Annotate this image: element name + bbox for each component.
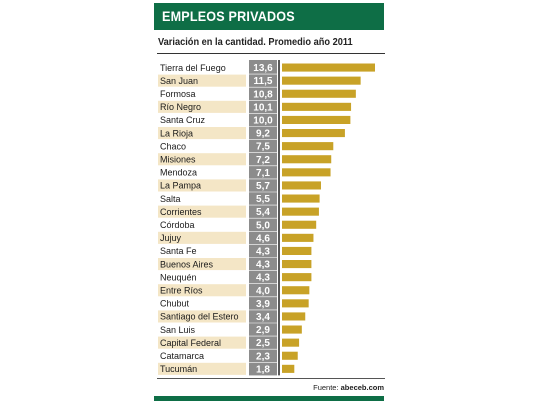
bar — [282, 168, 331, 177]
row-stripe — [158, 336, 246, 349]
value-label: 2,3 — [256, 351, 270, 362]
value-label: 7,2 — [256, 155, 270, 166]
category-label: Tierra del Fuego — [160, 63, 226, 73]
value-label: 5,7 — [256, 181, 270, 192]
bar — [282, 155, 332, 164]
value-label: 4,3 — [256, 260, 270, 271]
category-label: La Pampa — [160, 181, 201, 191]
row-stripe — [158, 310, 246, 323]
category-label: Formosa — [160, 89, 196, 99]
row-stripe — [158, 362, 246, 375]
category-label: Neuquén — [160, 272, 197, 282]
category-label: Catamarca — [160, 351, 204, 361]
bar — [282, 142, 334, 151]
row-stripe — [158, 179, 246, 192]
bar — [282, 194, 320, 203]
category-label: Entre Ríos — [160, 285, 203, 295]
value-label: 11,5 — [254, 76, 273, 87]
category-label: Santiago del Estero — [160, 312, 239, 322]
value-label: 3,9 — [256, 299, 270, 310]
value-label: 10,1 — [253, 102, 273, 113]
category-label: Capital Federal — [160, 338, 221, 348]
category-label: Río Negro — [160, 102, 201, 112]
category-label: Córdoba — [160, 220, 195, 230]
value-label: 4,0 — [256, 286, 270, 297]
header-bar: EMPLEOS PRIVADOS — [154, 3, 384, 30]
category-label: Corrientes — [160, 207, 202, 217]
bar — [282, 299, 309, 308]
bar — [282, 246, 312, 255]
value-label: 2,5 — [256, 338, 270, 349]
source-label: Fuente: — [313, 383, 339, 392]
bar — [282, 260, 312, 269]
value-label: 13,6 — [253, 63, 273, 74]
value-label: 3,4 — [256, 312, 270, 323]
bar — [282, 286, 310, 295]
bar — [282, 351, 298, 360]
bar — [282, 115, 351, 124]
value-label: 4,3 — [256, 273, 270, 284]
top-divider — [157, 53, 385, 54]
category-label: Santa Cruz — [160, 115, 206, 125]
value-label: 7,1 — [256, 168, 270, 179]
row-stripe — [158, 100, 246, 113]
category-label: Salta — [160, 194, 181, 204]
value-label: 4,6 — [256, 233, 270, 244]
row-stripe — [158, 231, 246, 244]
category-label: San Luis — [160, 325, 196, 335]
value-label: 7,5 — [256, 142, 270, 153]
value-label: 5,0 — [256, 220, 270, 231]
bar — [282, 338, 300, 347]
bar — [282, 181, 321, 190]
category-label: Tucumán — [160, 364, 197, 374]
category-label: Misiones — [160, 154, 196, 164]
value-label: 9,2 — [256, 129, 270, 140]
bar — [282, 76, 361, 85]
row-stripe — [158, 127, 246, 140]
footer-bar — [154, 396, 384, 401]
page-title: EMPLEOS PRIVADOS — [162, 8, 295, 24]
category-label: Buenos Aires — [160, 259, 214, 269]
bar — [282, 129, 345, 138]
value-label: 1,8 — [256, 364, 270, 375]
bar — [282, 325, 302, 334]
category-label: San Juan — [160, 76, 198, 86]
bar — [282, 312, 306, 321]
row-stripe — [158, 74, 246, 87]
category-label: Jujuy — [160, 233, 182, 243]
bar — [282, 233, 314, 242]
value-label: 10,8 — [253, 89, 273, 100]
bar — [282, 207, 319, 216]
bar — [282, 273, 312, 282]
row-stripe — [158, 153, 246, 166]
source-note: Fuente: abeceb.com — [313, 383, 384, 392]
value-label: 4,3 — [256, 246, 270, 257]
value-label: 2,9 — [256, 325, 270, 336]
bar — [282, 89, 356, 98]
value-label: 10,0 — [253, 115, 273, 126]
category-label: Chaco — [160, 141, 186, 151]
row-stripe — [158, 205, 246, 218]
value-label: 5,5 — [256, 194, 270, 205]
category-label: Chubut — [160, 299, 190, 309]
bar — [282, 102, 352, 111]
chart-title: Variación en la cantidad. Promedio año 2… — [158, 36, 353, 48]
bar — [282, 63, 375, 72]
category-label: Santa Fe — [160, 246, 197, 256]
category-label: Mendoza — [160, 168, 197, 178]
row-stripe — [158, 258, 246, 271]
value-label: 5,4 — [256, 207, 270, 218]
source-name: abeceb.com — [340, 383, 384, 392]
bottom-divider — [157, 378, 385, 379]
bar — [282, 364, 295, 373]
bar — [282, 220, 317, 229]
category-label: La Rioja — [160, 128, 193, 138]
row-stripe — [158, 284, 246, 297]
